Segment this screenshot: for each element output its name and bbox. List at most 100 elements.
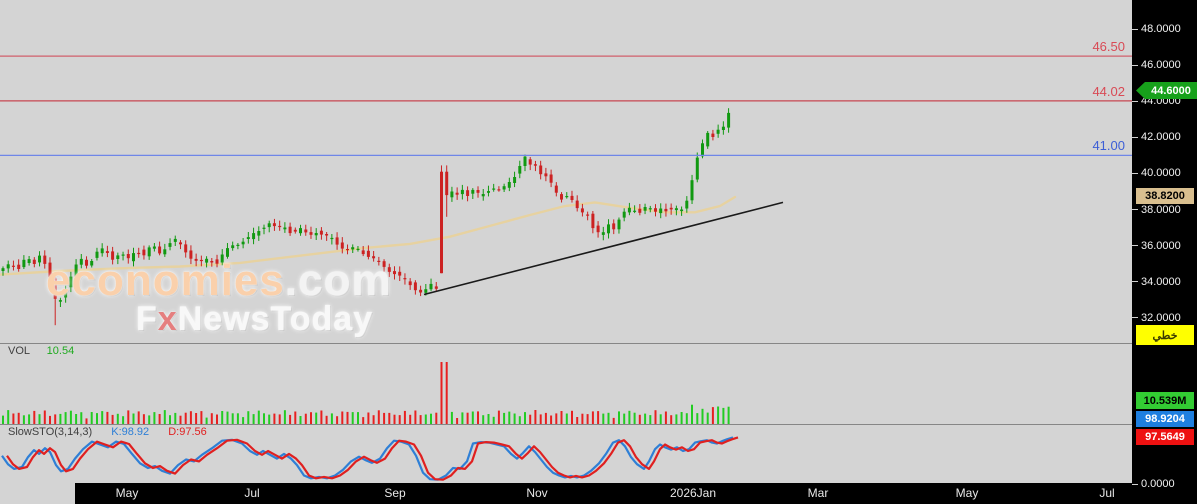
volume-bar [450,411,453,424]
candle-body [309,232,313,235]
volume-bar [659,414,662,424]
volume-bar [278,414,281,424]
candle-body [502,186,506,190]
volume-bar [403,410,406,424]
candle-body [79,258,83,265]
volume-bar [195,413,198,424]
volume-bar [513,413,516,424]
candle-body [293,229,297,232]
volume-bar [252,414,255,424]
volume-bar [393,414,396,424]
volume-bar [576,417,579,424]
time-axis[interactable]: May Jul Sep Nov 2026Jan Mar May Jul [75,483,1132,504]
price-axis-label-zero: 0.0000 [1132,478,1197,491]
volume-bar [612,417,615,424]
candle-body [507,182,511,188]
volume-bar [362,417,365,424]
time-axis-label: 2026Jan [669,486,717,500]
candle-body [560,194,563,200]
volume-bar [654,410,657,424]
volume-bar [351,412,354,424]
price-axis-label: 36.0000 [1132,239,1197,252]
candle-body [199,259,203,262]
volume-bar [7,410,10,424]
candle-body [116,255,120,259]
volume-bar [461,412,464,424]
volume-bar [216,414,218,424]
volume-bar [137,411,140,424]
volume-bar [357,412,359,424]
candle-body [147,247,151,257]
candle-body [152,246,156,249]
level-label-41.00: 41.00 [1092,138,1125,154]
volume-bar [586,414,589,424]
volume-bar [242,417,245,424]
volume-bar [12,413,15,424]
candle-body [711,133,715,137]
candle-body [189,250,193,259]
candle-body [622,211,626,218]
volume-bar [122,416,125,424]
candle-body [413,282,417,291]
price-axis-label: 40.0000 [1132,167,1197,180]
candle-body [586,214,590,216]
volume-bar [184,412,187,424]
candle-body [554,185,558,193]
candle-body [278,225,282,228]
volume-bar [132,413,135,424]
volume-bar [633,412,636,424]
time-axis-label: Nov [526,486,548,500]
candle-body [533,164,537,166]
volume-bar [200,411,203,424]
price-axis[interactable]: 48.0000 46.0000 44.0000 42.0000 40.0000 38.00… [1132,0,1197,504]
volume-bar [153,412,156,424]
candle-body [252,233,256,240]
trendline[interactable] [423,201,784,296]
volume-bar [618,411,620,424]
candle-body [481,194,485,197]
candle-body [721,126,725,130]
candle-body [429,283,433,290]
candle-body [695,157,699,180]
volume-bar [289,414,292,424]
candle-body [403,278,407,280]
volume-bar [179,415,182,424]
volume-bar [268,414,271,424]
volume-bar [221,411,224,424]
volume-bar [59,413,62,424]
candle-body [17,264,21,269]
volume-bar [315,412,318,424]
candle-body [701,143,704,157]
volume-bar [419,415,422,424]
volume-bar [424,414,427,424]
volume-bar [210,413,213,424]
candle-body [664,208,668,212]
sto-d-value-tag: 97.5649 [1136,429,1194,445]
candle-body [539,165,543,175]
time-axis-label: Jul [1099,486,1115,500]
volume-bar [471,411,474,424]
candle-body [544,173,548,177]
candle-body [27,259,31,263]
volume-bar [367,412,370,424]
candle-body [471,189,475,194]
candle-body [674,208,678,211]
candle-body [288,226,292,234]
scale-mode-badge[interactable]: خطي [1136,325,1194,345]
candle-body [330,237,334,240]
candle-body [142,249,146,256]
candle-body [158,246,162,254]
volume-bar [148,415,151,424]
volume-bar [398,415,401,424]
candle-body [601,232,605,235]
candle-body [272,223,276,227]
candle-body [528,159,532,165]
volume-bar [299,416,302,424]
chart-canvas[interactable] [0,0,1132,483]
candle-body [685,200,689,209]
time-axis-label: Jul [244,486,260,500]
candle-body [669,207,673,210]
stochastic-d-value: D:97.56 [168,426,207,438]
current-price-tag[interactable]: 44.6000 [1136,82,1197,99]
volume-bar [680,412,683,424]
